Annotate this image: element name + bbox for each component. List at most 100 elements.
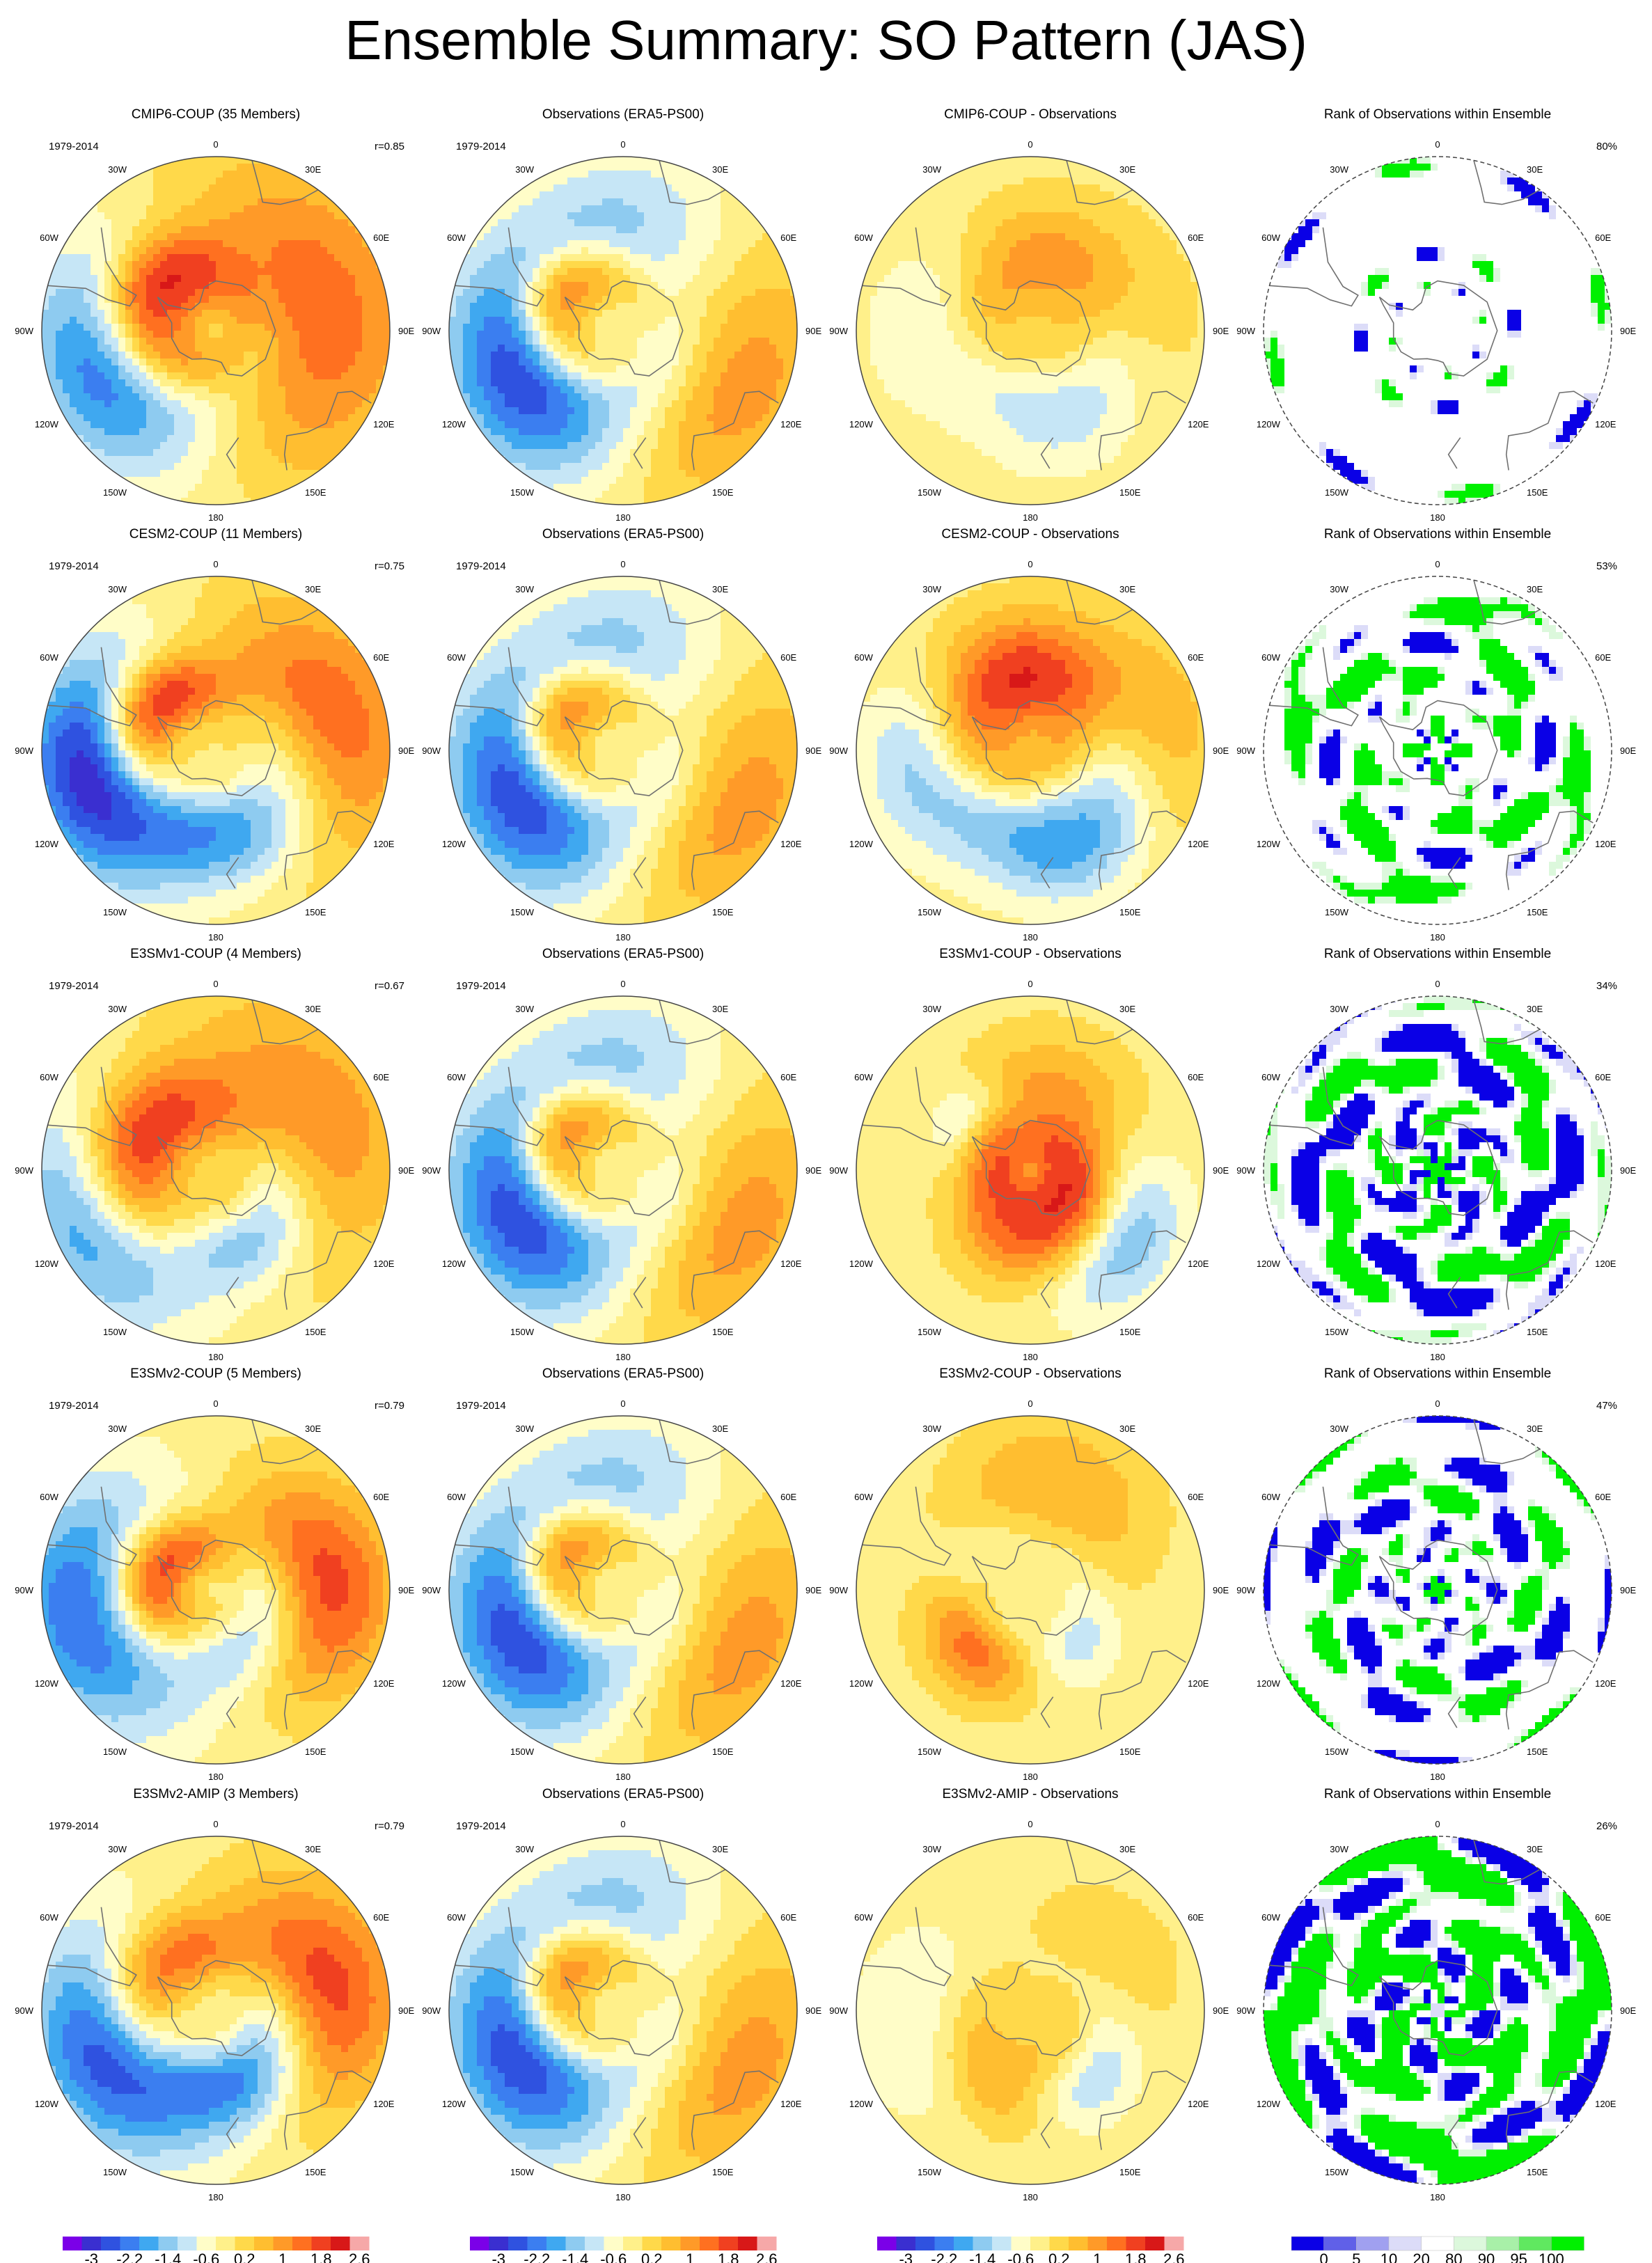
map-cell [1058,164,1066,171]
map-cell [560,379,568,387]
map-cell [230,421,237,429]
map-cell [560,261,568,269]
map-cell [1023,282,1031,290]
map-cell [484,379,491,387]
map-cell [602,421,610,429]
map-cell [97,442,105,450]
map-cell [672,268,679,276]
map-cell [540,268,547,276]
map-cell [195,414,203,422]
map-cell [637,247,645,255]
map-cell [223,428,230,436]
map-cell [741,268,749,276]
map-cell [362,352,370,359]
map-cell [644,407,652,415]
map-cell [320,184,328,192]
map-cell [940,226,947,234]
map-cell [181,331,189,338]
map-cell [982,261,989,269]
map-cell [707,198,714,206]
map-cell [327,400,335,408]
map-cell [278,233,286,241]
map-cell [195,428,203,436]
map-cell [230,324,237,331]
map-cell [334,296,342,303]
map-cell [272,477,279,484]
map-cell [348,317,356,324]
map-cell [1002,205,1010,213]
map-cell [609,289,617,297]
map-cell [954,247,961,255]
map-cell [313,477,321,484]
map-cell [686,463,693,471]
map-cell [644,358,652,366]
map-cell [968,261,975,269]
map-cell [1079,261,1087,269]
map-cell [762,379,770,387]
map-cell [195,164,203,171]
map-cell [237,421,244,429]
map-cell [160,477,168,484]
map-cell [195,261,203,269]
map-cell [491,205,498,213]
map-cell [891,247,899,255]
map-cell [91,303,98,310]
map-cell [741,345,749,352]
map-cell [989,233,996,241]
map-cell [1100,164,1108,171]
map-cell [721,449,728,457]
map-cell [540,358,547,366]
map-cell [195,484,203,491]
map-cell [574,212,582,220]
map-cell [644,442,652,450]
map-cell [491,261,498,269]
map-cell [484,352,491,359]
map-cell [306,338,314,345]
map-cell [961,184,968,192]
map-cell [512,442,519,450]
map-cell [769,414,777,422]
map-cell [278,484,286,491]
map-cell [125,219,133,227]
map-cell [167,456,175,464]
map-cell [306,365,314,373]
map-cell [672,171,679,178]
map-cell [56,338,63,345]
map-cell [348,386,356,394]
map-cell [1156,226,1163,234]
map-cell [1016,178,1024,185]
map-cell [616,233,624,241]
map-field [42,157,390,505]
map-cell [989,282,996,290]
map-cell [195,449,203,457]
map-cell [790,275,797,283]
map-cell [755,226,763,234]
map-cell [533,247,540,255]
map-cell [1142,254,1149,262]
map-cell [167,191,175,199]
map-cell [244,171,251,178]
map-cell [734,435,742,443]
map-cell [512,352,519,359]
map-cell [1128,191,1135,199]
map-cell [223,393,230,401]
map-cell [237,247,244,255]
map-cell [658,470,666,478]
map-cell [560,282,568,290]
map-cell [512,400,519,408]
map-cell [1065,247,1073,255]
map-cell [651,324,659,331]
map-cell [1135,282,1142,290]
map-cell [567,498,575,505]
map-cell [898,289,906,297]
map-cell [306,275,314,283]
map-cell [341,296,349,303]
map-cell [362,358,370,366]
map-cell [553,184,561,192]
map-cell [104,435,112,443]
map-cell [1100,282,1108,290]
map-cell [285,212,293,220]
map-cell [679,157,686,164]
map-cell [512,310,519,317]
map-cell [209,212,217,220]
